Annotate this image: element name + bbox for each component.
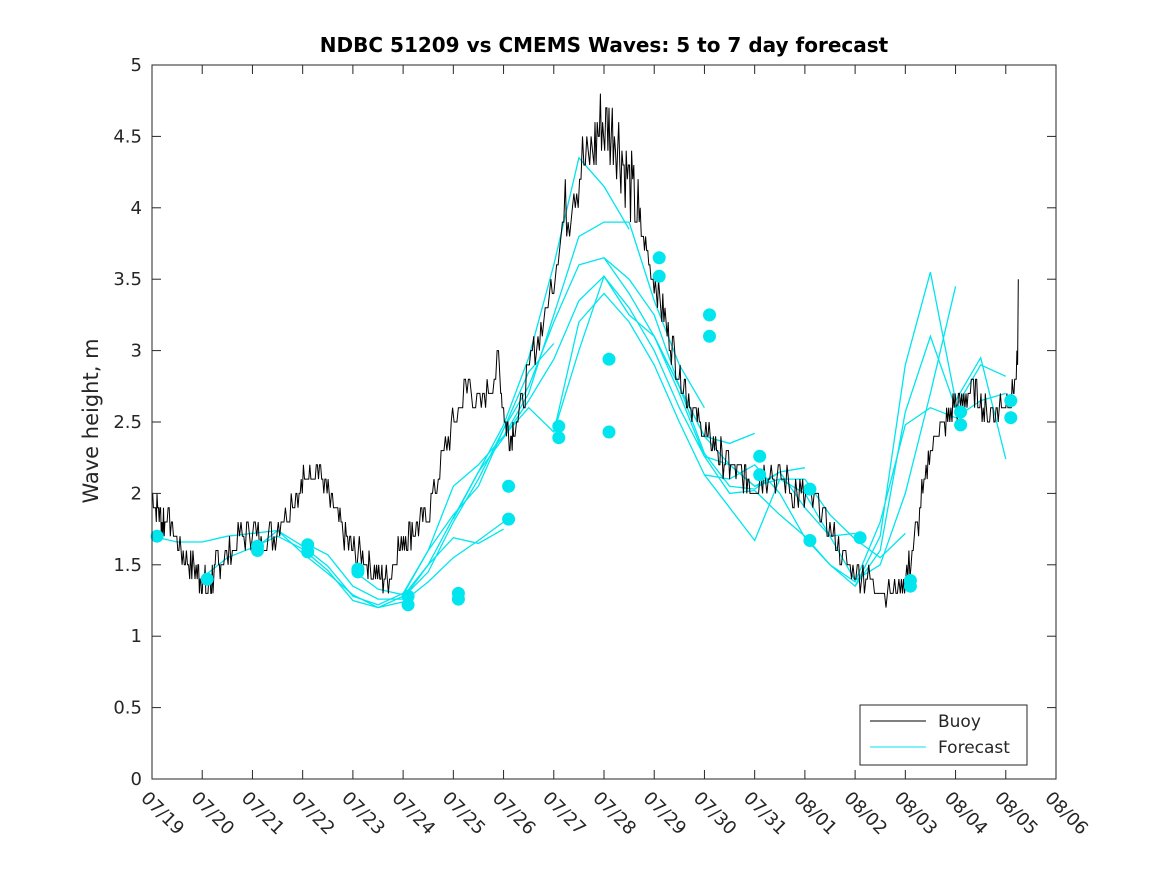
forecast-line-0	[151, 521, 504, 609]
legend-box	[859, 704, 1028, 766]
forecast-marker-28	[903, 574, 917, 587]
y-tick-label-4: 2	[131, 483, 142, 504]
x-tick-label-11: 07/30	[689, 788, 741, 840]
forecast-line-2	[251, 343, 555, 606]
x-tick-label-13: 08/01	[789, 788, 841, 840]
forecast-line-11	[704, 392, 1006, 583]
forecast-line-9	[603, 257, 957, 582]
x-tick-label-9: 07/28	[588, 788, 640, 840]
forecast-marker-32	[1004, 394, 1018, 408]
x-tick-label-15: 08/03	[890, 788, 942, 840]
forecast-marker-1	[200, 572, 214, 586]
x-tick-label-16: 08/04	[940, 788, 992, 840]
x-tick-label-14: 08/02	[840, 788, 892, 840]
legend-forecast-label: Forecast	[938, 738, 1010, 758]
forecast-marker-19	[652, 251, 666, 265]
x-tick-label-2: 07/21	[237, 788, 289, 840]
forecast-line-5	[402, 257, 755, 599]
forecast-marker-25	[803, 482, 817, 496]
x-tick-label-18: 08/06	[1040, 788, 1092, 840]
forecast-marker-3	[251, 539, 264, 553]
forecast-line-4	[352, 221, 705, 596]
forecast-line-8	[553, 292, 906, 559]
y-tick-label-0: 0	[131, 769, 142, 790]
x-tick-label-0: 07/19	[136, 788, 188, 840]
y-tick-label-5: 2.5	[113, 412, 142, 433]
forecast-marker-20	[703, 329, 716, 343]
forecast-line-10	[653, 334, 1007, 588]
forecast-marker-18	[652, 269, 666, 283]
y-tick-label-2: 1	[131, 626, 142, 647]
forecast-marker-15	[552, 419, 566, 433]
forecast-marker-24	[803, 534, 817, 547]
forecast-marker-14	[552, 431, 566, 445]
forecast-marker-21	[703, 308, 716, 322]
x-tick-label-7: 07/26	[488, 788, 540, 840]
x-tick-label-5: 07/24	[388, 788, 440, 840]
forecast-marker-0	[150, 529, 164, 543]
y-tick-label-10: 5	[131, 55, 142, 76]
chart-title: NDBC 51209 vs CMEMS Waves: 5 to 7 day fo…	[320, 33, 889, 57]
forecast-line-12	[854, 271, 1007, 587]
forecast-marker-30	[954, 405, 968, 419]
forecast-marker-26	[853, 531, 867, 545]
y-axis-label: Wave height, m	[79, 338, 103, 503]
x-tick-label-3: 07/22	[287, 788, 339, 840]
x-tick-label-12: 07/31	[739, 788, 791, 840]
buoy-line	[152, 93, 1019, 608]
y-tick-label-8: 4	[131, 198, 142, 219]
forecast-marker-5	[301, 538, 315, 552]
x-tick-label-8: 07/27	[538, 788, 590, 840]
forecast-marker-11	[451, 586, 465, 600]
plot-frame	[151, 64, 1057, 780]
forecast-marker-29	[954, 418, 968, 432]
x-tick-label-4: 07/23	[337, 788, 389, 840]
forecast-marker-23	[753, 449, 767, 463]
x-tick-label-1: 07/20	[187, 788, 239, 840]
forecast-marker-17	[602, 352, 616, 366]
forecast-marker-9	[401, 589, 415, 603]
y-tick-label-3: 1.5	[113, 555, 142, 576]
y-tick-label-6: 3	[131, 341, 142, 362]
forecast-marker-12	[502, 512, 516, 526]
x-tick-label-10: 07/29	[639, 788, 691, 840]
legend-buoy-label: Buoy	[938, 712, 981, 732]
forecast-marker-13	[502, 479, 516, 493]
y-tick-label-9: 4.5	[113, 126, 142, 147]
forecast-marker-22	[753, 468, 767, 482]
legend: Buoy Forecast	[859, 704, 1028, 766]
forecast-line-3	[302, 156, 630, 600]
y-tick-label-7: 3.5	[113, 269, 142, 290]
plot-area	[150, 93, 1019, 612]
forecast-marker-7	[351, 562, 365, 576]
forecast-marker-16	[602, 425, 616, 439]
x-tick-label-6: 07/25	[438, 788, 490, 840]
y-tick-label-1: 0.5	[113, 698, 142, 719]
x-tick-label-17: 08/05	[990, 788, 1042, 840]
forecast-marker-31	[1004, 411, 1018, 425]
